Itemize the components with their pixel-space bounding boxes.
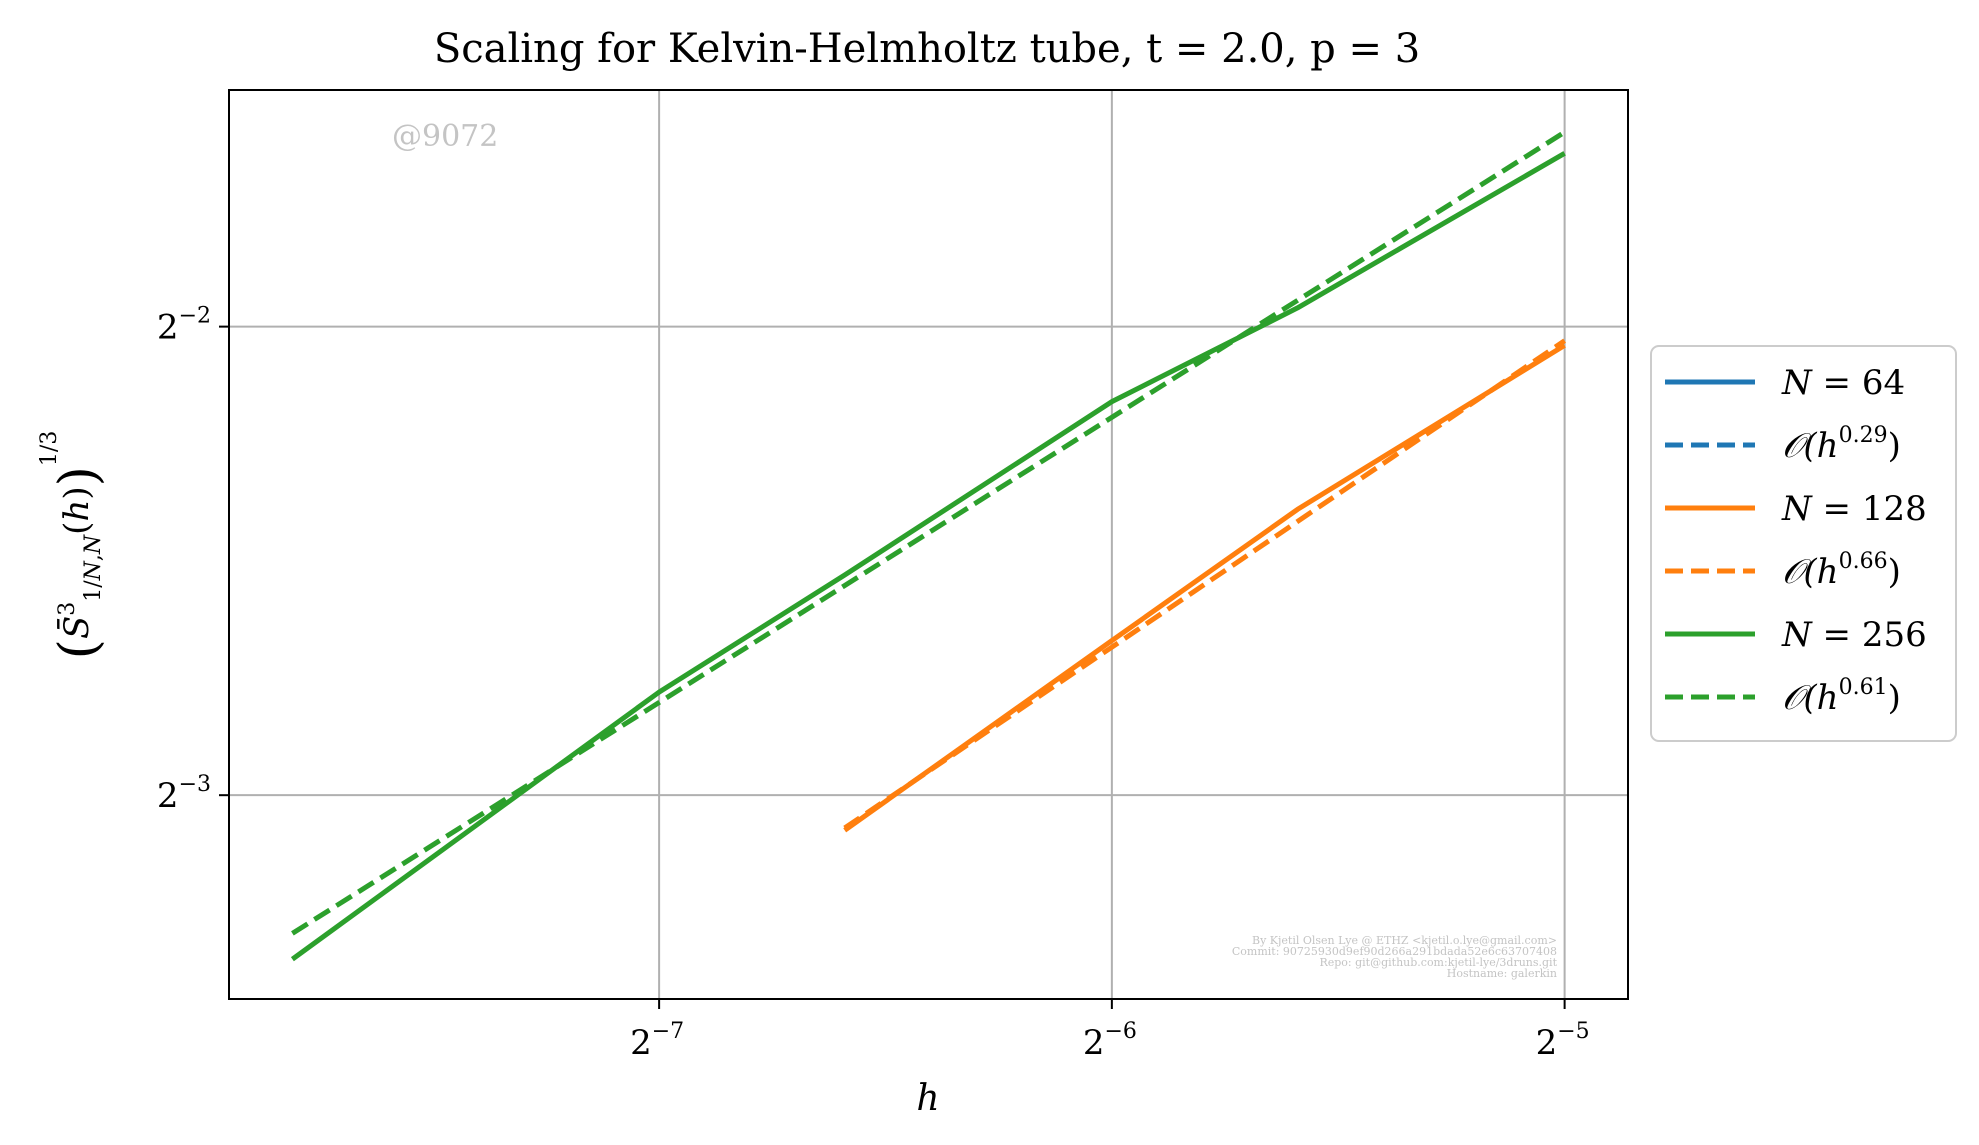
x-tick-exponent: −5 xyxy=(1557,1019,1589,1044)
y-axis-label: (S̄31/N,N(h))1/3 xyxy=(37,431,109,660)
svg-text:(S̄31/N,N(h))1/3: (S̄31/N,N(h))1/3 xyxy=(37,431,109,660)
title-text: Scaling for Kelvin-Helmholtz tube, t = 2… xyxy=(434,26,1420,72)
credits-line: Hostname: galerkin xyxy=(1447,967,1557,980)
legend-label-1: 𝒪(h0.29) xyxy=(1782,423,1901,466)
y-tick-base: 2 xyxy=(157,776,179,816)
legend-label-prefix: N = xyxy=(1781,489,1862,529)
axis-ticks: 2−7 2−6 2−52−22−3 xyxy=(157,304,1590,1063)
y-tick-label: 2−3 xyxy=(157,772,211,816)
y-tick-base: 2 xyxy=(157,308,179,348)
chart-title: Scaling for Kelvin-Helmholtz tube, t = 2… xyxy=(434,26,1420,72)
series-line-3 xyxy=(843,338,1567,831)
watermark-text: @9072 xyxy=(392,119,498,154)
x-axis-label: h xyxy=(916,1078,939,1119)
x-tick-exponent: −6 xyxy=(1104,1019,1136,1044)
credits-line: By Kjetil Olsen Lye @ ETHZ <kjetil.o.lye… xyxy=(1252,934,1557,947)
credits-line: Commit: 90725930d9ef90d266a291bdada52e6c… xyxy=(1232,945,1557,958)
legend-label-2: N = 128 xyxy=(1781,489,1927,529)
legend-label-5: 𝒪(h0.61) xyxy=(1782,675,1901,718)
x-tick-base: 2 xyxy=(1083,1023,1105,1063)
legend-label-4: N = 256 xyxy=(1781,615,1927,655)
legend-label-exponent: 0.61 xyxy=(1839,675,1888,700)
credits-block: By Kjetil Olsen Lye @ ETHZ <kjetil.o.lye… xyxy=(1232,934,1558,980)
credits-line: Repo: git@github.com:kjetil-lye/3druns.g… xyxy=(1319,956,1557,969)
legend-label-3: 𝒪(h0.66) xyxy=(1782,549,1901,592)
legend-label-prefix: N = xyxy=(1781,363,1862,403)
legend-label-prefix: N = xyxy=(1781,615,1862,655)
x-tick-label: 2−6 xyxy=(1083,1019,1137,1063)
x-tick-exponent: −7 xyxy=(652,1019,684,1044)
y-tick-label: 2−2 xyxy=(157,304,211,348)
legend-label-close: ) xyxy=(1888,678,1901,718)
series-line-5 xyxy=(291,130,1566,936)
grid-lines xyxy=(229,90,1628,999)
legend-label-close: ) xyxy=(1888,426,1901,466)
x-tick-label: 2−5 xyxy=(1536,1019,1590,1063)
series-lines xyxy=(290,130,1567,962)
x-tick-label: 2−7 xyxy=(630,1019,684,1063)
y-tick-exponent: −2 xyxy=(179,304,211,329)
legend-label-value: 256 xyxy=(1862,615,1927,655)
legend-label-exponent: 0.29 xyxy=(1839,423,1888,448)
x-tick-base: 2 xyxy=(1536,1023,1558,1063)
legend-label-close: ) xyxy=(1888,552,1901,592)
legend-label-value: 128 xyxy=(1862,489,1927,529)
legend-label-prefix: 𝒪(h xyxy=(1782,552,1839,592)
y-tick-exponent: −3 xyxy=(179,772,211,797)
legend-label-prefix: 𝒪(h xyxy=(1782,678,1839,718)
series-line-4 xyxy=(290,151,1566,962)
x-tick-base: 2 xyxy=(630,1023,652,1063)
legend-label-0: N = 64 xyxy=(1781,363,1905,403)
legend-label-value: 64 xyxy=(1862,363,1905,403)
legend-label-prefix: 𝒪(h xyxy=(1782,426,1839,466)
plot-frame xyxy=(228,89,1629,1000)
legend-label-exponent: 0.66 xyxy=(1839,549,1888,574)
